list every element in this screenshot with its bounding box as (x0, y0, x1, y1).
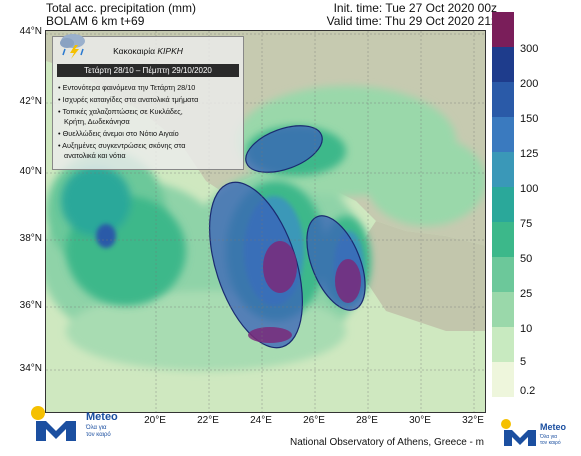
variable-label: Total acc. precipitation (mm) (46, 1, 197, 15)
colorbar-label: 25 (520, 288, 533, 300)
colorbar-swatch (492, 152, 514, 187)
core-zone-cyclades (263, 241, 297, 293)
colorbar-swatch (492, 222, 514, 257)
lon-label: 20°E (144, 415, 166, 426)
lon-label: 28°E (356, 415, 378, 426)
logo-name: Meteo (540, 422, 567, 432)
colorbar-label: 100 (520, 183, 539, 195)
lon-label: 30°E (409, 415, 431, 426)
panel-title: Κακοκαιρία ΚΙΡΚΗ (53, 46, 243, 56)
logo-tagline: τον καιρό (540, 440, 561, 446)
panel-title-prefix: Κακοκαιρία (113, 46, 158, 56)
lat-label: 44°N (19, 26, 42, 37)
core-zone-dodecanese (335, 259, 361, 303)
lon-label: 22°E (197, 415, 219, 426)
colorbar-swatch (492, 187, 514, 222)
colorbar-swatch (492, 117, 514, 152)
lon-label: 24°E (250, 415, 272, 426)
bullet-item: ανατολικά και νότια (64, 151, 126, 160)
logo-tagline: Όλα για (540, 434, 558, 440)
colorbar (492, 12, 514, 397)
colorbar-label: 50 (520, 253, 533, 265)
logo-tagline: τον καιρό (86, 432, 111, 438)
bullet-item: • Εντονότερα φαινόμενα την Τετάρτη 28/10 (58, 83, 196, 92)
bullet-item: • Θυελλώδεις άνεμοι στο Νότιο Αιγαίο (58, 129, 179, 138)
date-range: Τετάρτη 28/10 – Πέμπτη 29/10/2020 (57, 64, 239, 77)
model-label: BOLAM 6 km t+69 (46, 14, 145, 28)
meteo-logo-left: Meteo Όλα για τον καιρό (28, 405, 118, 446)
colorbar-swatch (492, 82, 514, 117)
valid-time: Valid time: Thu 29 Oct 2020 21z (326, 14, 497, 28)
meteo-sun-icon (501, 419, 536, 446)
meteo-sun-icon (31, 406, 76, 441)
panel-title-name: ΚΙΡΚΗ (157, 46, 183, 56)
bullet-item: Κρήτη, Δωδεκάνησα (64, 117, 130, 126)
colorbar-swatch (492, 12, 514, 47)
bullet-item: • Ισχυρές καταιγίδες στα ανατολικά τμήμα… (58, 95, 199, 104)
core-zone-crete (248, 327, 292, 343)
colorbar-swatch (492, 362, 514, 397)
lat-label: 36°N (19, 300, 42, 311)
colorbar-label: 300 (520, 43, 539, 55)
logo-tagline: Όλα για (86, 425, 107, 431)
colorbar-label: 10 (520, 323, 533, 335)
bullet-item: • Αυξημένες συγκεντρώσεις σκόνης στα (58, 141, 186, 150)
lon-label: 32°E (462, 415, 484, 426)
map-title: Total acc. precipitation (mm) BOLAM 6 km… (46, 2, 196, 28)
lat-label: 40°N (19, 166, 42, 177)
footer-credit: National Observatory of Athens, Greece -… (290, 437, 484, 448)
meteo-logo-right: Meteo Όλα για τον καιρό (500, 418, 566, 453)
colorbar-label: 0.2 (520, 385, 536, 397)
colorbar-swatch (492, 292, 514, 327)
rain-zone-north-aegean (245, 125, 323, 173)
lon-label: 26°E (303, 415, 325, 426)
lat-label: 42°N (19, 96, 42, 107)
colorbar-label: 150 (520, 113, 539, 125)
storm-cloud-icon (60, 34, 85, 59)
logo-name: Meteo (86, 411, 118, 423)
lat-label: 38°N (19, 233, 42, 244)
time-info: Init. time: Tue 27 Oct 2020 00z Valid ti… (327, 2, 497, 28)
map-canvas (46, 31, 485, 412)
anatolia-land (356, 221, 485, 331)
colorbar-swatch (492, 257, 514, 292)
storm-info-panel: Κακοκαιρία ΚΙΡΚΗ Τετάρτη 28/10 – Πέμπτη … (52, 34, 244, 170)
lat-label: 34°N (19, 363, 42, 374)
colorbar-label: 5 (520, 356, 527, 368)
precipitation-map (45, 30, 486, 413)
bullet-item: • Τοπικές χαλαζοπτώσεις σε Κυκλάδες, (58, 107, 183, 116)
colorbar-label: 125 (520, 148, 539, 160)
colorbar-swatch (492, 47, 514, 82)
colorbar-swatch (492, 327, 514, 362)
colorbar-label: 75 (520, 218, 533, 230)
init-time: Init. time: Tue 27 Oct 2020 00z (333, 1, 497, 15)
colorbar-label: 200 (520, 78, 539, 90)
